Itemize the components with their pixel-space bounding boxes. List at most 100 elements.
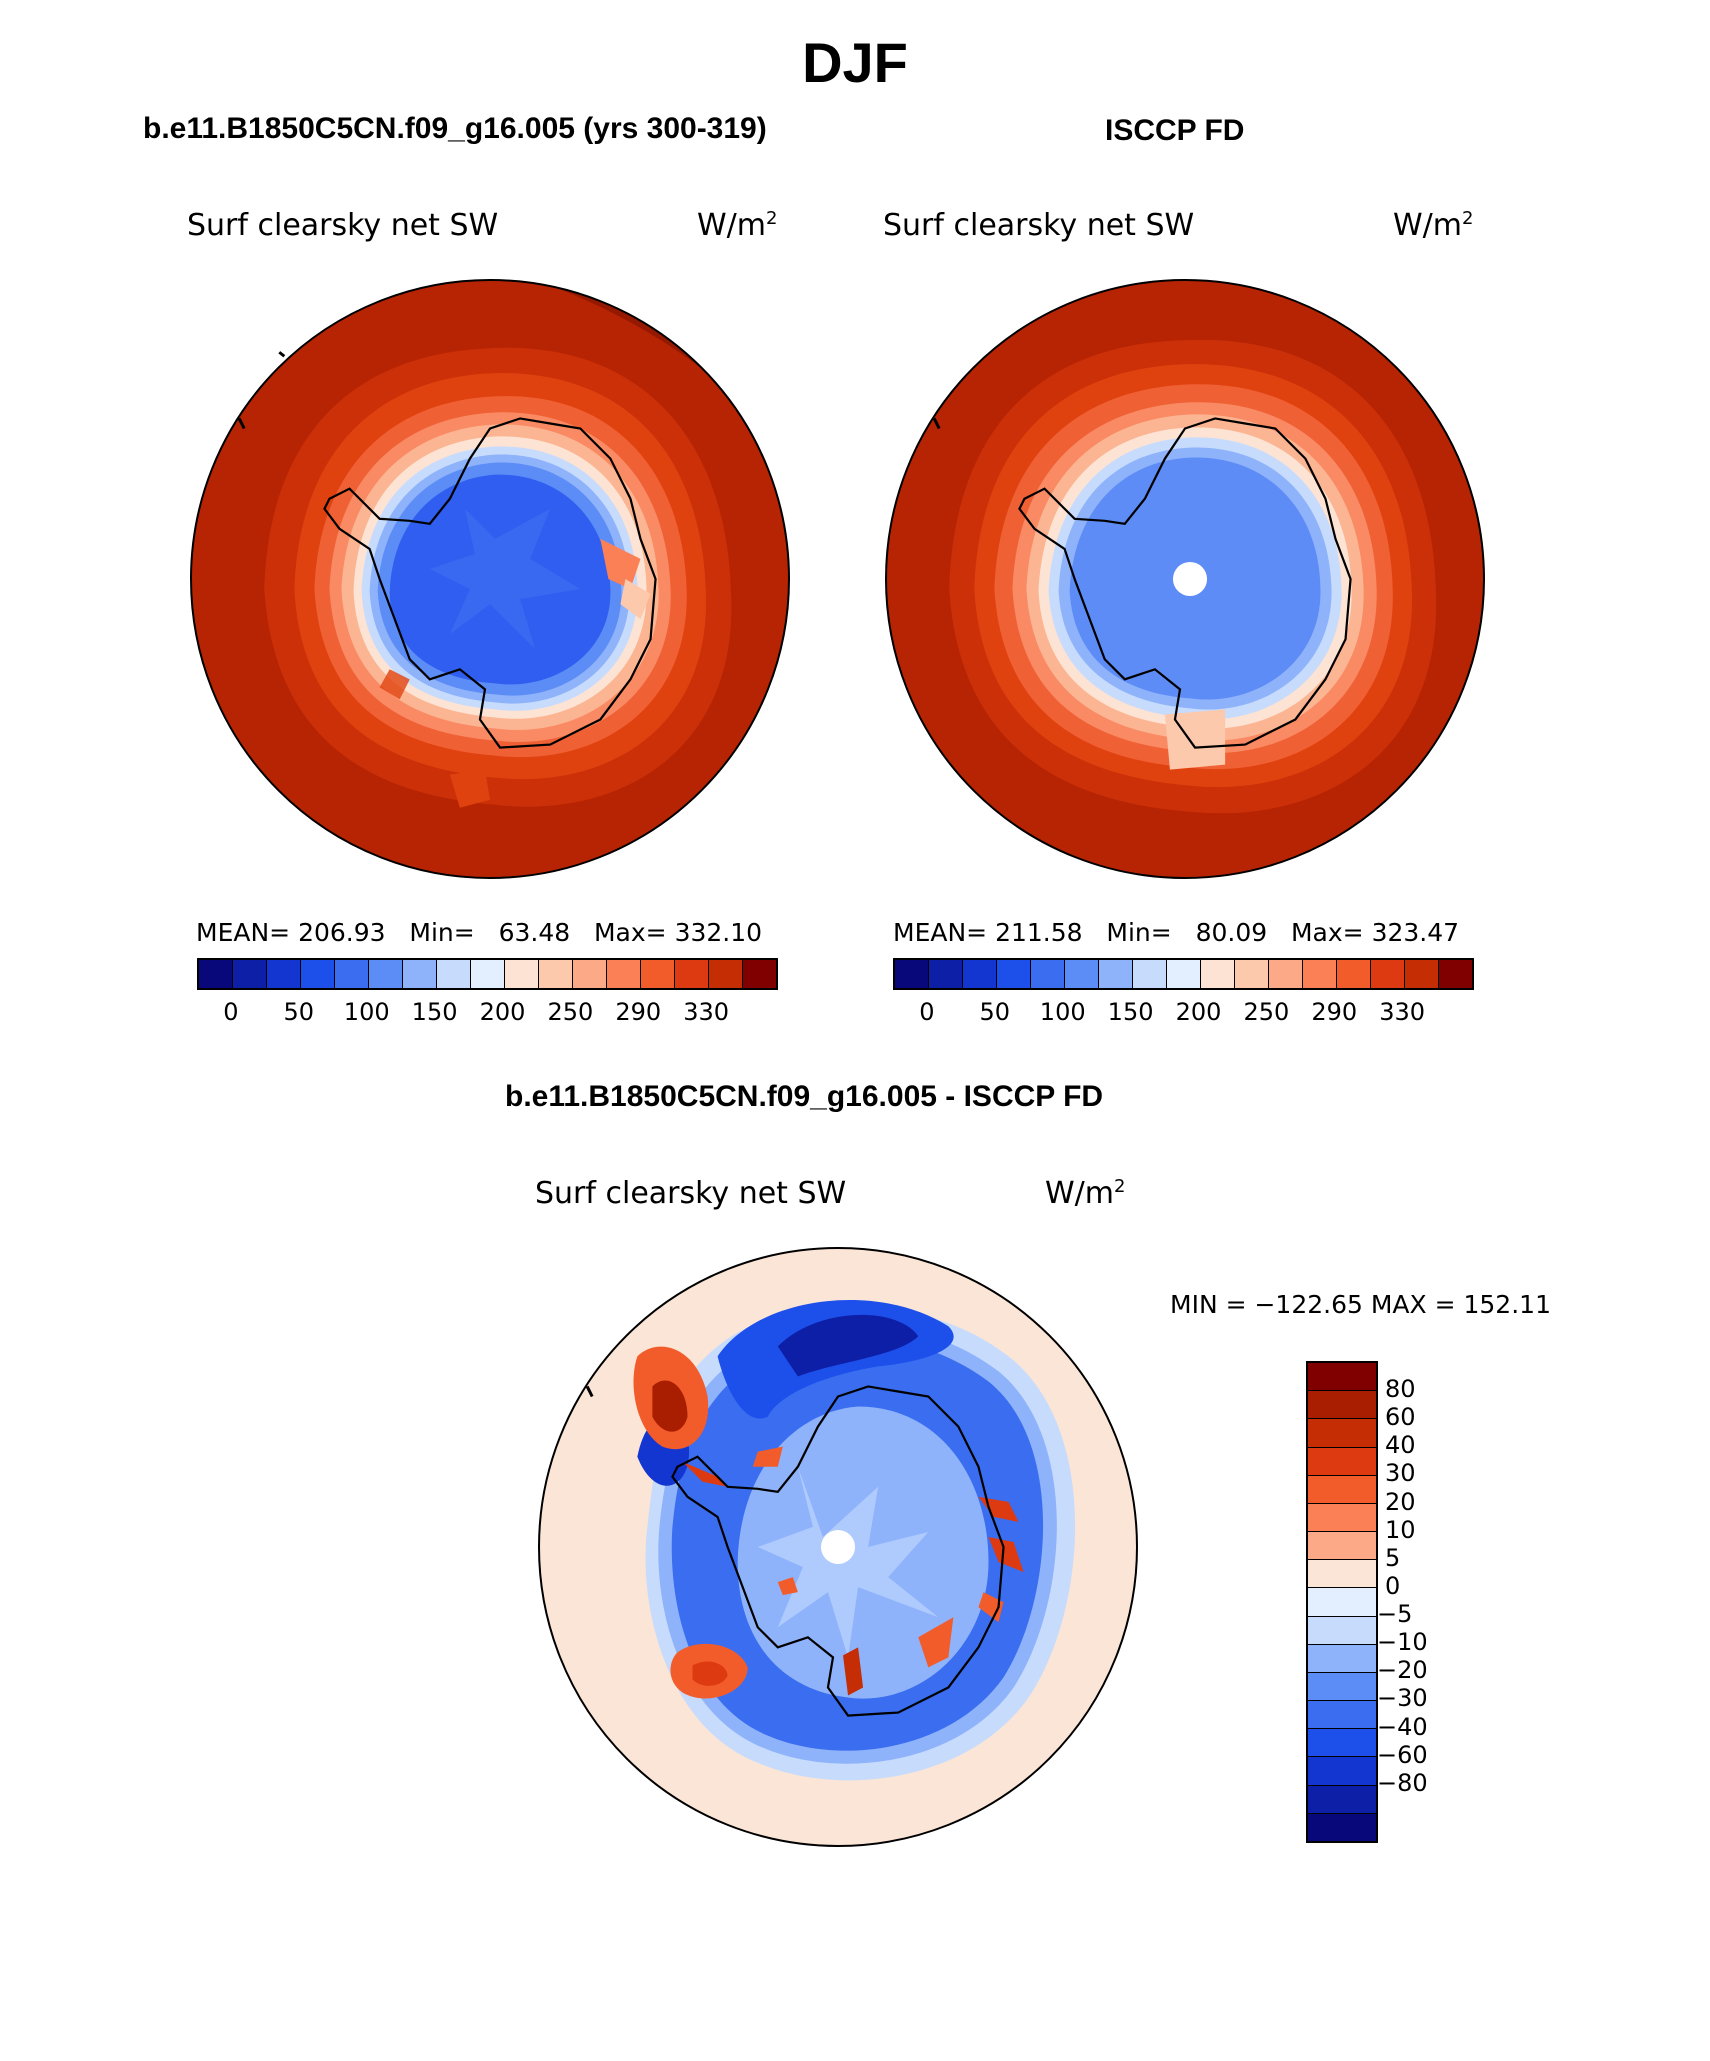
- model-units-label: W/m2: [697, 208, 777, 243]
- model-panel-header: b.e11.B1850C5CN.f09_g16.005 (yrs 300-319…: [143, 112, 767, 145]
- diff-colorbar-tick-label: −40: [1377, 1712, 1428, 1741]
- obs-panel-header: ISCCP FD: [1105, 114, 1245, 147]
- obs-colorbar-swatch: [1268, 960, 1302, 988]
- model-colorbar-tick-label: 200: [479, 998, 526, 1026]
- diff-colorbar-tick-label: 60: [1385, 1403, 1416, 1432]
- diff-units-text: W/m: [1045, 1176, 1114, 1211]
- obs-colorbar-swatch: [1336, 960, 1370, 988]
- diff-variable-label: Surf clearsky net SW: [535, 1176, 847, 1211]
- obs-colorbar-tick-label: 290: [1311, 998, 1358, 1026]
- diff-colorbar-swatch: [1308, 1812, 1376, 1841]
- obs-variable-label: Surf clearsky net SW: [883, 208, 1195, 243]
- model-colorbar-swatch: [470, 960, 504, 988]
- obs-colorbar-ticks: 0 50 100 150 200 250 290 330: [893, 998, 1470, 1028]
- obs-colorbar-tick-label: 100: [1039, 998, 1086, 1026]
- model-colorbar-swatch: [402, 960, 436, 988]
- model-colorbar-swatch: [368, 960, 402, 988]
- obs-colorbar-swatch: [962, 960, 996, 988]
- model-colorbar-swatch: [436, 960, 470, 988]
- obs-colorbar-swatch: [1030, 960, 1064, 988]
- obs-colorbar-swatch: [996, 960, 1030, 988]
- model-colorbar-tick-label: 0: [223, 998, 239, 1026]
- diff-colorbar-swatch: [1308, 1587, 1376, 1616]
- model-colorbar-tick-label: 100: [343, 998, 390, 1026]
- diff-colorbar-tick-label: 30: [1385, 1459, 1416, 1488]
- diff-colorbar-ticks: 80 60 40 30 20 10 5 0 −5 −10 −20 −30 −40 −60 −80: [1377, 1361, 1505, 1839]
- diff-colorbar-swatch: [1308, 1615, 1376, 1644]
- model-colorbar-swatch: [640, 960, 674, 988]
- obs-units-label: W/m2: [1393, 208, 1473, 243]
- obs-stats: MEAN= 211.58 Min= 80.09 Max= 323.47: [893, 918, 1459, 947]
- model-colorbar-swatch: [334, 960, 368, 988]
- diff-colorbar-tick-label: 10: [1385, 1515, 1416, 1544]
- model-max-value: 332.10: [674, 918, 763, 947]
- model-colorbar-swatch: [674, 960, 708, 988]
- diff-colorbar-tick-label: 0: [1385, 1571, 1401, 1600]
- diff-colorbar-tick-label: −60: [1377, 1740, 1428, 1769]
- model-colorbar-swatch: [742, 960, 776, 988]
- diff-units-exponent: 2: [1114, 1176, 1126, 1197]
- model-stats: MEAN= 206.93 Min= 63.48 Max= 332.10: [196, 918, 762, 947]
- model-colorbar-ticks: 0 50 100 150 200 250 290 330: [197, 998, 774, 1028]
- obs-colorbar-tick-label: 200: [1175, 998, 1222, 1026]
- diff-polar-map: [538, 1247, 1138, 1847]
- model-colorbar-swatch: [606, 960, 640, 988]
- obs-colorbar-tick-label: 250: [1243, 998, 1290, 1026]
- model-colorbar-tick-label: 330: [683, 998, 730, 1026]
- model-colorbar-tick-label: 150: [411, 998, 458, 1026]
- model-variable-label: Surf clearsky net SW: [187, 208, 499, 243]
- obs-colorbar-tick-label: 330: [1379, 998, 1426, 1026]
- diff-colorbar-swatch: [1308, 1418, 1376, 1447]
- obs-map-border: [885, 279, 1485, 879]
- obs-mean-value: 211.58: [995, 918, 1083, 947]
- diff-colorbar: [1306, 1361, 1378, 1843]
- diff-colorbar-tick-label: 40: [1385, 1431, 1416, 1460]
- model-colorbar-swatch: [538, 960, 572, 988]
- model-colorbar-swatch: [266, 960, 300, 988]
- diff-map-fill: [539, 1248, 1137, 1846]
- diff-colorbar-swatch: [1308, 1643, 1376, 1672]
- model-colorbar-swatch: [300, 960, 334, 988]
- obs-colorbar-swatch: [1404, 960, 1438, 988]
- diff-colorbar-swatch: [1308, 1728, 1376, 1757]
- obs-colorbar-swatch: [1370, 960, 1404, 988]
- diff-colorbar-swatch: [1308, 1784, 1376, 1813]
- obs-coastline: [932, 417, 1352, 749]
- diff-panel-header: b.e11.B1850C5CN.f09_g16.005 - ISCCP FD: [505, 1080, 1104, 1113]
- model-units-exponent: 2: [766, 208, 778, 229]
- obs-colorbar-swatch: [1438, 960, 1472, 988]
- model-min-value: 63.48: [498, 918, 571, 947]
- diff-colorbar-tick-label: −30: [1377, 1684, 1428, 1713]
- model-colorbar-tick-label: 290: [615, 998, 662, 1026]
- diff-colorbar-tick-label: 20: [1385, 1487, 1416, 1516]
- obs-units-exponent: 2: [1462, 208, 1474, 229]
- diff-colorbar-swatch: [1308, 1531, 1376, 1560]
- model-max-label: Max=: [593, 918, 667, 947]
- diff-colorbar-swatch: [1308, 1390, 1376, 1419]
- model-colorbar-swatch: [232, 960, 266, 988]
- diff-colorbar-tick-label: 80: [1385, 1375, 1416, 1404]
- obs-colorbar: [893, 958, 1474, 990]
- model-coastline: [237, 351, 657, 749]
- diff-colorbar-tick-label: 5: [1385, 1543, 1401, 1572]
- obs-max-label: Max=: [1290, 918, 1364, 947]
- obs-colorbar-swatch: [1132, 960, 1166, 988]
- diff-colorbar-tick-label: −5: [1377, 1600, 1413, 1629]
- model-colorbar-swatch: [504, 960, 538, 988]
- obs-colorbar-tick-label: 150: [1107, 998, 1154, 1026]
- diff-coastline: [585, 1385, 1005, 1717]
- diff-units-label: W/m2: [1045, 1176, 1125, 1211]
- model-units-text: W/m: [697, 208, 766, 243]
- obs-min-value: 80.09: [1195, 918, 1268, 947]
- obs-colorbar-swatch: [1234, 960, 1268, 988]
- obs-map-fill: [886, 280, 1484, 878]
- obs-max-value: 323.47: [1371, 918, 1460, 947]
- diff-colorbar-tick-label: −20: [1377, 1656, 1428, 1685]
- obs-colorbar-swatch: [928, 960, 962, 988]
- model-colorbar: [197, 958, 778, 990]
- obs-colorbar-swatch: [1098, 960, 1132, 988]
- diff-minmax: MIN = −122.65 MAX = 152.11: [1170, 1290, 1551, 1319]
- obs-min-label: Min=: [1106, 918, 1172, 947]
- model-mean-value: 206.93: [298, 918, 386, 947]
- figure-title: DJF: [802, 31, 908, 94]
